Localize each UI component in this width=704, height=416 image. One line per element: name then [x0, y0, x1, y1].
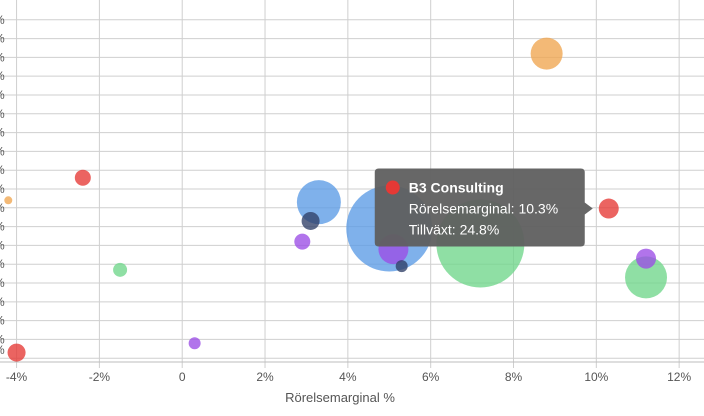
bubble-green[interactable]: [113, 262, 128, 277]
y-tick-label: %: [0, 238, 5, 252]
x-tick-label: 2%: [256, 370, 274, 384]
bubble-purple[interactable]: [636, 248, 657, 269]
x-tick-label: -4%: [6, 370, 28, 384]
y-tick-labels: %%%%%%%%%%%%%%%%%%%: [0, 13, 5, 357]
y-tick-label: %: [0, 126, 5, 140]
y-tick-label: %: [0, 314, 5, 328]
x-tick-label: 4%: [339, 370, 357, 384]
y-tick-label: %: [0, 13, 5, 27]
y-tick-label: %: [0, 201, 5, 215]
grid: [0, 0, 704, 368]
y-tick-label: %: [0, 144, 5, 158]
y-tick-label: %: [0, 295, 5, 309]
y-tick-label: %: [0, 332, 5, 346]
x-tick-label: 8%: [505, 370, 523, 384]
y-tick-label: %: [0, 220, 5, 234]
x-tick-label: 0: [179, 370, 186, 384]
tooltip-marker: [385, 180, 400, 195]
y-tick-label: %: [0, 50, 5, 64]
bubble-orange[interactable]: [530, 37, 563, 70]
bubble-navy[interactable]: [395, 260, 408, 273]
y-tick-label: %: [0, 69, 5, 83]
tooltip-box: [374, 168, 593, 247]
y-tick-label: %: [0, 32, 5, 46]
x-axis-title: Rörelsemarginal %: [285, 390, 395, 405]
y-tick-label: %: [0, 163, 5, 177]
tooltip: B3 Consulting Rörelsemarginal: 10.3% Til…: [374, 168, 593, 247]
bubble-red[interactable]: [7, 343, 26, 362]
x-tick-label: 6%: [422, 370, 440, 384]
x-tick-label: -2%: [89, 370, 111, 384]
y-tick-label: %: [0, 343, 5, 357]
tooltip-line-x: Rörelsemarginal: 10.3%: [409, 201, 558, 217]
x-tick-label: 12%: [667, 370, 691, 384]
y-tick-label: %: [0, 88, 5, 102]
tooltip-title: B3 Consulting: [409, 180, 504, 196]
y-tick-label: %: [0, 107, 5, 121]
bubble-purple[interactable]: [188, 337, 201, 350]
bubble-purple[interactable]: [294, 233, 311, 250]
x-tick-label: 10%: [584, 370, 608, 384]
y-tick-label: %: [0, 257, 5, 271]
tooltip-line-y: Tillväxt: 24.8%: [409, 222, 500, 238]
bubble-navy[interactable]: [301, 211, 320, 230]
bubble-red[interactable]: [598, 198, 619, 219]
y-tick-label: %: [0, 182, 5, 196]
bubble-green[interactable]: [625, 256, 668, 299]
y-tick-label: %: [0, 276, 5, 290]
bubble-orange[interactable]: [4, 196, 13, 205]
x-tick-labels: -4% -2% 0 2% 4% 6% 8% 10% 12%: [6, 370, 692, 384]
bubble-red[interactable]: [74, 169, 91, 186]
